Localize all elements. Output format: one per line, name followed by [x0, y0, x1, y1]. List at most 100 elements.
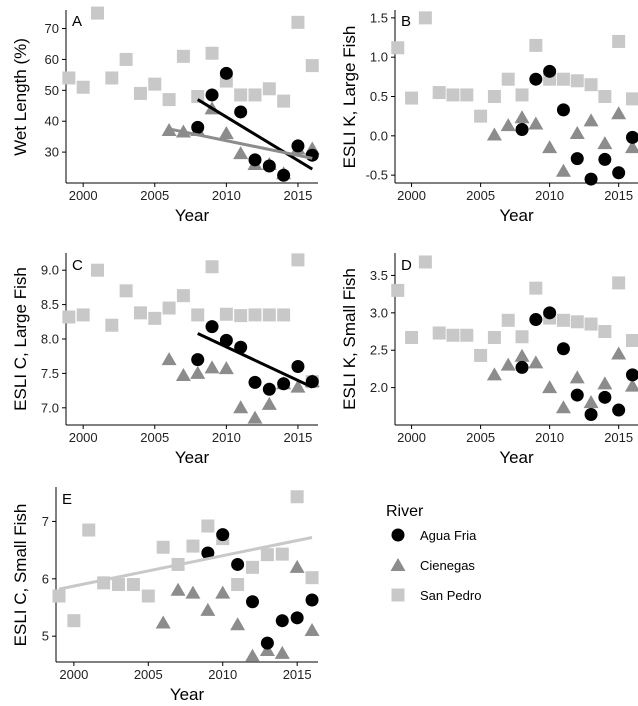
point-san-pedro [248, 308, 262, 322]
point-san-pedro [112, 578, 126, 592]
x-axis-title: Year [499, 206, 534, 225]
point-san-pedro [62, 310, 76, 324]
y-tick-label: 7.0 [41, 400, 59, 415]
series-agua-fria [201, 528, 319, 650]
point-cienegas [233, 146, 249, 160]
point-san-pedro [91, 6, 104, 20]
point-cienegas [155, 615, 171, 629]
point-cienegas [247, 410, 263, 424]
point-agua-fria [570, 388, 584, 402]
point-agua-fria [191, 353, 205, 367]
y-tick-label: 40 [45, 114, 59, 129]
point-agua-fria [205, 88, 219, 102]
x-tick-label: 2010 [535, 430, 564, 445]
series-cienegas [155, 559, 320, 662]
y-tick-label: 7 [42, 514, 49, 529]
legend-marker-circle [391, 528, 405, 542]
point-agua-fria [291, 139, 305, 153]
x-tick-label: 2005 [466, 430, 495, 445]
x-tick-label: 2010 [208, 667, 237, 682]
point-san-pedro [418, 11, 432, 25]
point-san-pedro [405, 91, 419, 105]
point-cienegas [486, 127, 502, 141]
point-agua-fria [275, 614, 289, 628]
legend: River Agua Fria Cienegas San Pedro [386, 503, 481, 603]
x-tick-label: 2005 [140, 188, 169, 203]
point-cienegas [175, 367, 191, 381]
point-agua-fria [248, 375, 262, 389]
point-agua-fria [305, 593, 319, 607]
point-agua-fria [598, 152, 612, 166]
point-san-pedro [290, 490, 304, 504]
x-tick-label: 2000 [397, 430, 426, 445]
panel-letter: C [72, 257, 83, 274]
point-san-pedro [191, 90, 205, 103]
point-agua-fria [248, 153, 262, 167]
x-tick-label: 2000 [59, 667, 88, 682]
x-axis-title: Year [170, 685, 205, 704]
point-agua-fria [556, 342, 570, 356]
point-san-pedro [205, 46, 219, 60]
point-san-pedro [246, 560, 259, 574]
point-san-pedro [391, 283, 405, 297]
point-san-pedro [612, 34, 626, 48]
point-agua-fria [205, 320, 219, 334]
point-agua-fria [260, 636, 274, 650]
y-axis-title: ESLI C, Large Fish [11, 267, 30, 411]
legend-marker-square [391, 588, 405, 602]
point-agua-fria [529, 72, 543, 86]
point-san-pedro [231, 578, 245, 592]
point-san-pedro [141, 589, 155, 603]
point-san-pedro [156, 540, 170, 554]
x-axis-title: Year [499, 448, 534, 467]
point-san-pedro [625, 333, 638, 347]
legend-label: Agua Fria [420, 528, 477, 543]
point-agua-fria [290, 611, 304, 625]
point-san-pedro [162, 93, 176, 107]
point-cienegas [218, 361, 234, 375]
y-axis-title: ESLI C, Small Fish [11, 504, 30, 647]
y-tick-label: 8.5 [41, 297, 59, 312]
point-cienegas [611, 346, 627, 360]
point-san-pedro [191, 308, 205, 322]
point-cienegas [304, 622, 320, 636]
panel-letter: B [401, 13, 411, 30]
point-cienegas [500, 118, 516, 132]
point-agua-fria [262, 159, 276, 173]
panels: 2000 2005 2010 2015 30 40 50 60 70 Year Wet Length… [11, 6, 638, 704]
point-cienegas [569, 125, 585, 139]
point-san-pedro [501, 313, 515, 327]
point-san-pedro [62, 71, 76, 85]
point-san-pedro [105, 71, 119, 85]
point-agua-fria [277, 168, 291, 182]
point-agua-fria [584, 408, 598, 422]
point-cienegas [514, 110, 530, 124]
point-cienegas [555, 400, 571, 414]
point-san-pedro [52, 589, 66, 603]
point-cienegas [245, 648, 260, 662]
panel-a: 2000 2005 2010 2015 30 40 50 60 70 Year Wet Length… [11, 6, 320, 225]
point-san-pedro [612, 276, 626, 290]
point-san-pedro [474, 348, 488, 362]
point-agua-fria [219, 333, 233, 347]
y-tick-label: 1.0 [370, 50, 388, 65]
legend-entry-agua-fria: Agua Fria [391, 528, 477, 543]
point-san-pedro [446, 88, 460, 102]
x-tick-label: 2000 [69, 430, 98, 445]
point-san-pedro [598, 325, 612, 339]
panel-c: 2000 2005 2010 2015 7.0 7.5 8.0 8.5 9.0 Year ESLI … [11, 253, 320, 467]
point-san-pedro [186, 539, 200, 553]
point-san-pedro [584, 78, 598, 92]
point-san-pedro [556, 72, 570, 86]
x-tick-label: 2005 [140, 430, 169, 445]
series-san-pedro [391, 255, 638, 362]
panel-letter: A [72, 13, 82, 30]
y-tick-label: 30 [45, 145, 59, 160]
y-tick-label: 6 [42, 571, 49, 586]
point-cienegas [624, 378, 638, 392]
point-san-pedro [305, 59, 319, 73]
point-cienegas [624, 140, 638, 154]
trendline-agua-fria [197, 332, 313, 389]
point-san-pedro [598, 90, 612, 103]
point-agua-fria [305, 148, 319, 162]
